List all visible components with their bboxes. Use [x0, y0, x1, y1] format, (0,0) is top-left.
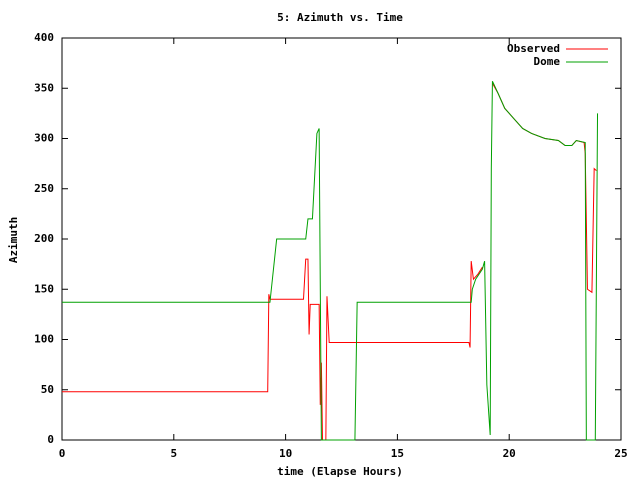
y-tick-label: 150 [34, 282, 54, 295]
legend-label: Observed [507, 42, 560, 55]
y-tick-label: 50 [41, 383, 54, 396]
y-tick-label: 250 [34, 182, 54, 195]
y-tick-label: 100 [34, 333, 54, 346]
x-tick-label: 25 [614, 447, 627, 460]
x-tick-label: 20 [503, 447, 516, 460]
x-axis-label: time (Elapse Hours) [277, 465, 403, 478]
y-tick-label: 200 [34, 232, 54, 245]
x-tick-label: 10 [279, 447, 292, 460]
plot-border [61, 37, 622, 441]
y-tick-label: 350 [34, 81, 54, 94]
y-tick-label: 0 [47, 433, 54, 446]
series-line [62, 81, 599, 441]
x-tick-label: 15 [391, 447, 404, 460]
y-tick-label: 300 [34, 132, 54, 145]
y-tick-label: 400 [34, 31, 54, 44]
legend-label: Dome [534, 55, 561, 68]
series-line [62, 82, 597, 441]
x-tick-label: 5 [170, 447, 177, 460]
y-axis-label: Azimuth [7, 217, 20, 263]
x-tick-label: 0 [59, 447, 66, 460]
chart-title: 5: Azimuth vs. Time [277, 11, 403, 24]
